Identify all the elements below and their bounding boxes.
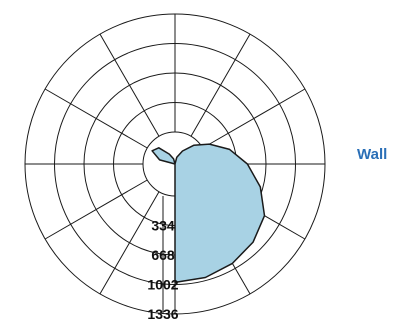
grid-spoke-1 (190, 33, 251, 137)
radial-tick-label-0: 334 (151, 218, 175, 234)
radial-tick-label-1: 668 (151, 247, 175, 263)
radial-tick-label-3: 1336 (147, 306, 178, 322)
grid-spoke-7 (99, 191, 160, 295)
radial-scale: 334 668 1002 1336 (147, 196, 179, 322)
grid-spoke-8 (44, 179, 148, 240)
light-distribution-area (151, 143, 266, 284)
grid-spoke-10 (44, 88, 148, 149)
wall-label: Wall (357, 146, 387, 163)
radial-tick-label-2: 1002 (147, 277, 178, 293)
grid-spoke-11 (99, 33, 160, 137)
grid-spoke-2 (202, 88, 306, 149)
